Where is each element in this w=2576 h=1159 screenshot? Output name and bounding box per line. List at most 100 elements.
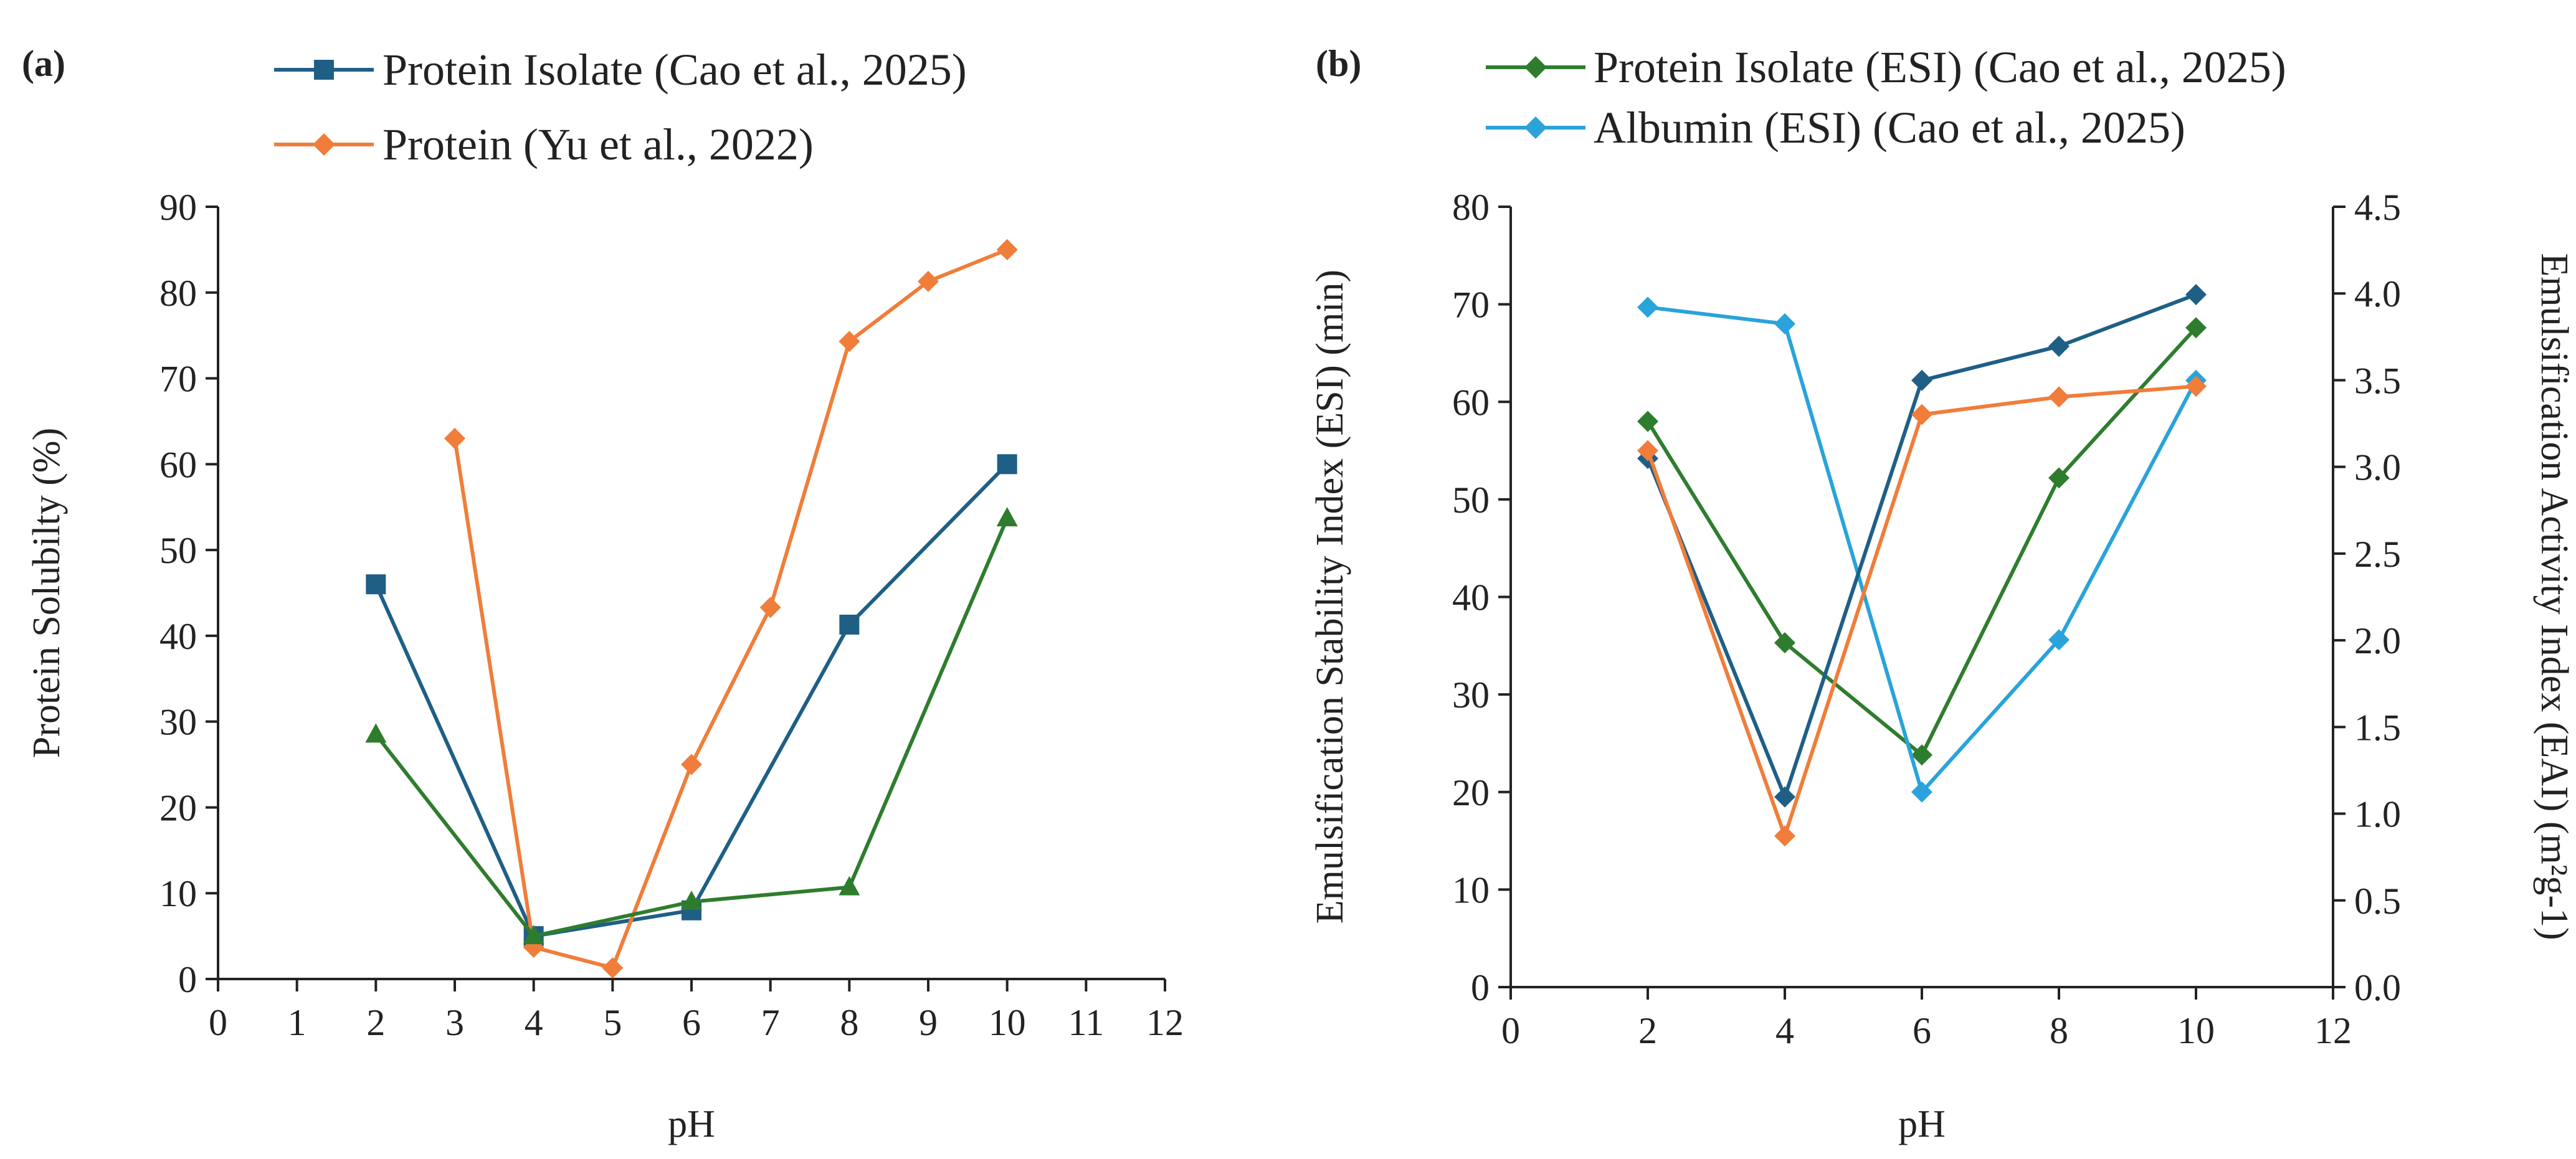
panel-a-y-tick-label: 20 [159,787,197,828]
panel-a-series-1-point [602,957,624,979]
panel-b-x-tick-label: 8 [2050,1010,2068,1051]
panel-b-y-right-tick-label: 0.5 [2354,881,2401,922]
panel-a-x-axis-label: pH [668,1103,715,1145]
panel-a-series-1-point [444,428,465,449]
panel-a-series-1-point [996,239,1018,260]
panel-b-legend: Protein Isolate (ESI) (Cao et al., 2025)… [1486,42,2286,153]
panel-a-x-tick-label: 7 [761,1002,780,1043]
panel-b-series-2-point [2048,335,2070,357]
panel-a-x-tick-label: 2 [366,1002,385,1043]
panel-b-y-right-tick-label: 2.0 [2354,620,2401,661]
panel-b-axes [1509,207,2334,988]
panel-b-series-3-point [1774,825,1795,847]
panel-b-x-tick-label: 0 [1501,1010,1520,1051]
panel-b-x-tick-label: 4 [1775,1010,1794,1051]
panel-b-series-3 [1637,376,2207,847]
panel-b-x-tick-label: 10 [2177,1010,2215,1051]
panel-b-y-right-tick-label: 0.0 [2354,967,2401,1008]
panel-b-series-3-point [1637,440,1658,461]
panel-b-y-right-tick-label: 3.5 [2354,360,2401,401]
panel-a-x-tick-label: 6 [682,1002,701,1043]
panel-b-y-axis-label-left: Emulsification Stability Index (ESI) (mi… [1309,270,1351,924]
panel-a-series [365,239,1018,979]
panel-b-series-2-point [2185,283,2207,305]
panel-b-series-3-line [1646,384,2197,838]
panel-a-x-tick-label: 5 [603,1002,622,1043]
panel-a-series-1-point [839,331,860,352]
panel-a-y-tick-label: 10 [159,873,197,914]
panel-a-legend-text-1: Protein (Yu et al., 2022) [383,120,814,169]
panel-b-legend-marker-1 [1524,116,1547,139]
panel-a-series-1-point [918,270,939,292]
panel-a-series-1 [444,239,1018,979]
panel-a-x-ticks: 0 1 2 3 4 5 6 7 8 9 10 11 12 [209,979,1184,1043]
panel-a-axes [217,207,1165,980]
panel-b-y-tick-label: 20 [1452,772,1490,813]
panel-b-series-0-point [1911,744,1932,766]
panel-a-x-tick-label: 10 [989,1002,1026,1043]
panel-b-series-0-point [2185,317,2207,339]
panel-a-series-2-line [374,517,1009,939]
panel-a-x-tick-label: 3 [445,1002,464,1043]
panel-a-legend-marker-1 [313,133,335,156]
panel-b-series-0 [1637,317,2207,766]
panel-b-series-2-point [1774,786,1795,808]
panel-a-series-2-point [681,891,702,910]
panel-b-y-right-tick-label: 3.0 [2354,447,2401,488]
panel-a-series-1-point [759,597,781,618]
panel-b-y-right-tick-label: 1.5 [2354,707,2401,748]
panel-a-series-2-point [365,723,387,743]
panel-b-legend-text-0: Protein Isolate (ESI) (Cao et al., 2025) [1594,42,2286,92]
panel-a-series-1-point [681,754,702,775]
panel-b-series-3-point [2048,386,2070,408]
panel-a-y-tick-label: 50 [159,530,197,571]
panel-b-series-0-point [2048,467,2070,489]
panel-b-y-ticks-right: 0.0 0.5 1.0 1.5 2.0 2.5 3.0 3.5 4.0 4.5 [2333,187,2401,1008]
panel-b-series-0-point [1637,410,1658,432]
panel-a-x-tick-label: 0 [209,1002,227,1043]
panel-a-series-2-point [839,876,860,896]
panel-b-series-1-point [1637,296,1658,318]
panel-b-series [1637,283,2207,847]
panel-a-series-2-point [523,925,544,945]
panel-b-y-tick-label: 0 [1471,967,1490,1008]
panel-b-y-ticks-left: 0 10 20 30 40 50 60 70 80 [1452,187,1511,1008]
panel-a-y-tick-label: 90 [159,187,197,228]
panel-b-emulsification-chart: (b) Protein Isolate (ESI) (Cao et al., 2… [1309,42,2575,1145]
panel-b-series-1-point [2048,629,2070,651]
panel-a-y-tick-label: 30 [159,702,197,743]
panel-a-y-tick-label: 80 [159,273,197,314]
panel-a-series-0-point [366,574,386,595]
panel-a-legend-marker-0 [314,60,334,80]
panel-a-legend-text-0: Protein Isolate (Cao et al., 2025) [383,45,967,95]
panel-a-series-0-point [997,454,1017,475]
panel-a-x-tick-label: 1 [288,1002,307,1043]
panel-b-series-1-point [1774,313,1795,334]
panel-a-x-tick-label: 4 [525,1002,543,1043]
panel-b-y-tick-label: 40 [1452,577,1490,618]
panel-b-series-1-point [1911,781,1932,803]
panel-a-legend: Protein Isolate (Cao et al., 2025) Prote… [274,45,967,169]
panel-a-x-tick-label: 9 [919,1002,938,1043]
panel-b-y-tick-label: 50 [1452,480,1490,521]
panel-b-legend-text-1: Albumin (ESI) (Cao et al., 2025) [1594,103,2185,153]
panel-a-y-tick-label: 70 [159,359,197,400]
panel-b-y-axis-label-right: Emulsification Activity Index (EAI) (m²g… [2533,253,2575,940]
panel-b-y-right-tick-label: 2.5 [2354,534,2401,575]
panel-a-x-tick-label: 8 [840,1002,858,1043]
panel-a-y-tick-label: 0 [178,959,197,1000]
panel-a-y-tick-label: 60 [159,444,197,485]
panel-a-y-axis-label: Protein Solubilty (%) [26,428,68,758]
panel-b-y-right-tick-label: 4.0 [2354,273,2401,315]
panel-b-series-3-point [2185,376,2207,397]
panel-a-label: (a) [22,43,65,84]
panel-b-legend-marker-0 [1524,56,1547,78]
panel-a-series-2-point [996,507,1018,527]
panel-b-y-tick-label: 10 [1452,869,1490,911]
panel-a-solubility-chart: (a) Protein Isolate (Cao et al., 2025) P… [22,43,1184,1145]
panel-b-x-tick-label: 12 [2314,1010,2352,1051]
panel-a-y-ticks: 0 10 20 30 40 50 60 70 80 90 [159,187,218,1000]
panel-b-series-2-point [1911,369,1932,391]
panel-a-y-tick-label: 40 [159,616,197,657]
